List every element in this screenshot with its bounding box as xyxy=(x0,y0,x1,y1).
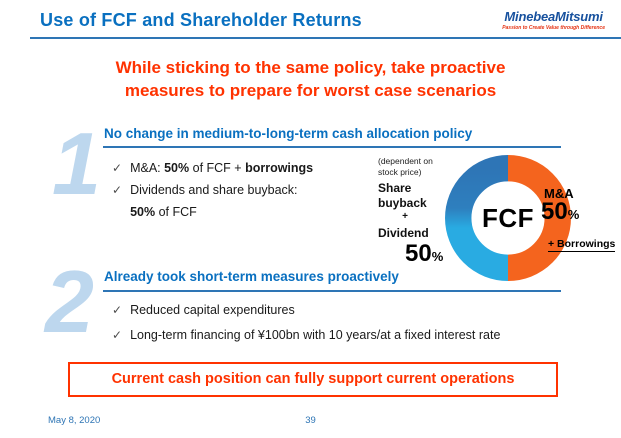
check-icon: ✓ xyxy=(112,183,123,197)
key-message-line2: measures to prepare for worst case scena… xyxy=(124,81,497,100)
donut-slice-buyback-dividend xyxy=(445,155,509,281)
chart-right-value-number: 50 xyxy=(541,198,568,225)
key-message-line1: While sticking to the same policy, take … xyxy=(115,58,506,77)
chart-left-value-unit: % xyxy=(431,249,444,264)
chart-left-label-line1: Share xyxy=(378,181,412,195)
bullet-ma-mid: of FCF + xyxy=(189,161,246,175)
section2-heading: Already took short-term measures proacti… xyxy=(104,269,399,284)
title-divider xyxy=(30,37,621,39)
bullet-ma-bold-pct: 50% xyxy=(164,161,190,175)
section2-divider xyxy=(103,290,561,292)
bullet-dividends: ✓ Dividends and share buyback: 50% of FC… xyxy=(112,182,298,220)
bullet-ma-bold-borrowings: borrowings xyxy=(245,161,314,175)
bullet-dividends-line1: Dividends and share buyback: xyxy=(130,183,298,197)
fcf-donut-chart xyxy=(445,155,571,281)
chart-note: (dependent on stock price) xyxy=(378,156,433,178)
section1-number: 1 xyxy=(52,114,101,213)
bullet-dividends-bold-pct: 50% xyxy=(130,205,156,219)
bullet-dividends-text: Dividends and share buyback: 50% of FCF xyxy=(130,182,297,220)
chart-right-label: M&A xyxy=(544,186,574,201)
page-number: 39 xyxy=(305,415,316,426)
bullet-ma: ✓ M&A: 50% of FCF + borrowings xyxy=(112,160,313,176)
chart-center-label: FCF xyxy=(481,203,535,233)
chart-right-value: 50% xyxy=(541,198,579,226)
bullet-capex: ✓ Reduced capital expenditures xyxy=(112,302,295,318)
bullet-financing: ✓ Long-term financing of ¥100bn with 10 … xyxy=(112,327,500,343)
section1-divider xyxy=(103,146,561,148)
key-message: While sticking to the same policy, take … xyxy=(0,56,621,102)
cash-position-callout: Current cash position can fully support … xyxy=(68,362,558,397)
check-icon: ✓ xyxy=(112,303,123,317)
bullet-capex-text: Reduced capital expenditures xyxy=(130,303,295,317)
slide-title: Use of FCF and Shareholder Returns xyxy=(40,10,362,30)
footer-date: May 8, 2020 xyxy=(48,415,101,426)
chart-right-sublabel: + Borrowings xyxy=(548,238,616,252)
section2-number: 2 xyxy=(45,252,94,351)
bullet-ma-pre: M&A: xyxy=(130,161,165,175)
section1-heading: No change in medium-to-long-term cash al… xyxy=(104,126,473,141)
bullet-ma-text: M&A: 50% of FCF + borrowings xyxy=(130,160,313,176)
chart-note-line1: (dependent on xyxy=(378,156,433,166)
chart-right-value-unit: % xyxy=(567,207,580,222)
logo-tagline: Passion to Create Value through Differen… xyxy=(502,25,605,31)
minebea-mitsumi-logo: MinebeaMitsumi Passion to Create Value t… xyxy=(502,9,605,31)
bullet-financing-text: Long-term financing of ¥100bn with 10 ye… xyxy=(130,328,501,342)
chart-note-line2: stock price) xyxy=(378,167,422,177)
chart-left-label-line2: buyback xyxy=(378,196,427,210)
check-icon: ✓ xyxy=(112,328,123,342)
chart-left-value-number: 50 xyxy=(405,240,432,267)
chart-left-value: 50% xyxy=(405,240,443,268)
chart-left-plus: + xyxy=(402,211,408,222)
chart-left-label: Share buyback xyxy=(378,181,427,211)
chart-left-label-dividend: Dividend xyxy=(378,226,429,240)
bullet-dividends-rest: of FCF xyxy=(155,205,197,219)
bullet-dividends-line2: 50% of FCF xyxy=(130,204,297,220)
logo-wordmark: MinebeaMitsumi xyxy=(504,9,603,24)
donut-slice-ma xyxy=(507,155,571,281)
check-icon: ✓ xyxy=(112,161,123,175)
